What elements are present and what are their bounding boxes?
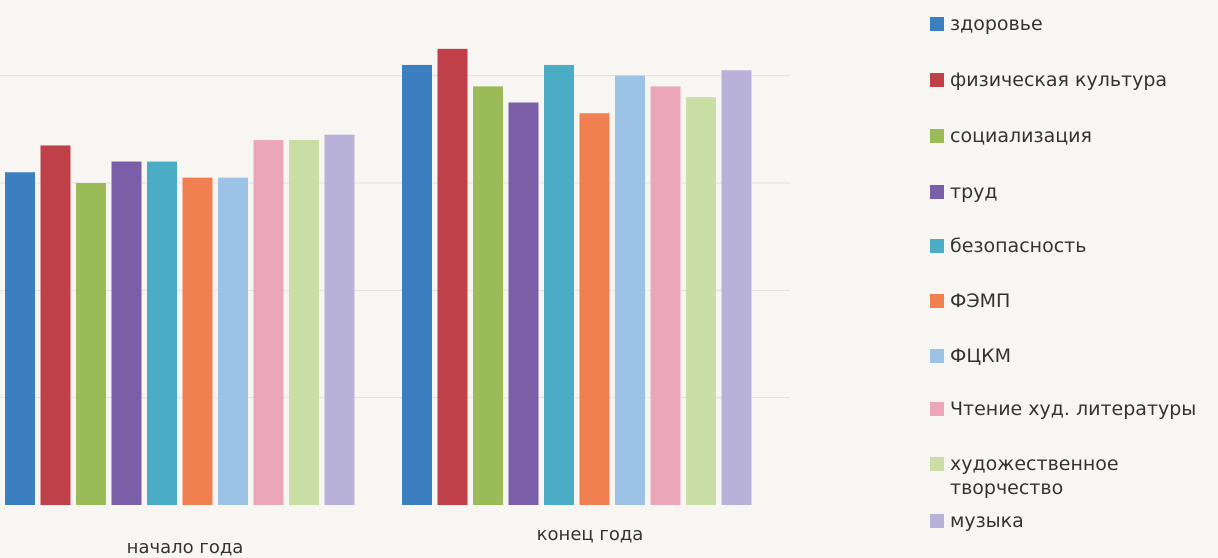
legend-label: безопасность — [950, 235, 1087, 257]
bar-end-7 — [650, 86, 681, 506]
legend-label: социализация — [950, 125, 1092, 147]
bar-end-3 — [508, 102, 539, 505]
legend-swatch — [930, 349, 944, 363]
legend-swatch — [930, 17, 944, 31]
bar-start-1 — [40, 145, 71, 505]
legend-item: ФЦКМ — [930, 344, 1210, 368]
legend-label: художественное творчество — [950, 453, 1119, 499]
legend-label: здоровье — [950, 13, 1043, 35]
legend-item: социализация — [930, 124, 1210, 148]
legend-item: труд — [930, 180, 1210, 204]
category-label-0: начало года — [127, 537, 244, 558]
legend-item: физическая культура — [930, 68, 1210, 92]
legend-swatch — [930, 514, 944, 528]
bar-start-3 — [111, 161, 142, 506]
legend-item: безопасность — [930, 234, 1210, 258]
legend-item: музыка — [930, 509, 1210, 533]
legend-swatch — [930, 239, 944, 253]
bar-start-5 — [182, 177, 213, 505]
legend-swatch — [930, 73, 944, 87]
legend-item: Чтение худ. литературы — [930, 397, 1210, 421]
bar-start-0 — [5, 172, 35, 505]
bar-start-4 — [147, 161, 177, 506]
bar-start-8 — [289, 140, 319, 506]
legend-label: ФЭМП — [950, 290, 1011, 312]
legend-swatch — [930, 402, 944, 416]
bar-start-7 — [253, 140, 284, 506]
legend-label: труд — [950, 181, 998, 203]
legend-item: здоровье — [930, 12, 1210, 36]
bar-start-6 — [218, 177, 248, 505]
bar-end-2 — [473, 86, 503, 506]
legend-swatch — [930, 294, 944, 308]
legend-item: художественное творчество — [930, 452, 1210, 500]
bar-start-9 — [324, 134, 355, 505]
legend-label: ФЦКМ — [950, 345, 1011, 367]
legend-label: Чтение худ. литературы — [950, 398, 1197, 420]
legend-label: музыка — [950, 510, 1024, 532]
bar-end-5 — [579, 113, 610, 505]
legend-swatch — [930, 185, 944, 199]
category-label-1: конец года — [537, 524, 644, 545]
bar-end-1 — [437, 48, 468, 505]
legend-label: физическая культура — [950, 69, 1168, 91]
legend-swatch — [930, 457, 944, 471]
bar-end-6 — [615, 75, 645, 506]
bar-end-9 — [721, 70, 752, 506]
legend-swatch — [930, 129, 944, 143]
legend-item: ФЭМП — [930, 289, 1210, 313]
bar-end-4 — [544, 64, 574, 505]
bar-start-2 — [76, 183, 106, 505]
bar-end-8 — [686, 97, 716, 505]
bar-end-0 — [402, 64, 432, 505]
